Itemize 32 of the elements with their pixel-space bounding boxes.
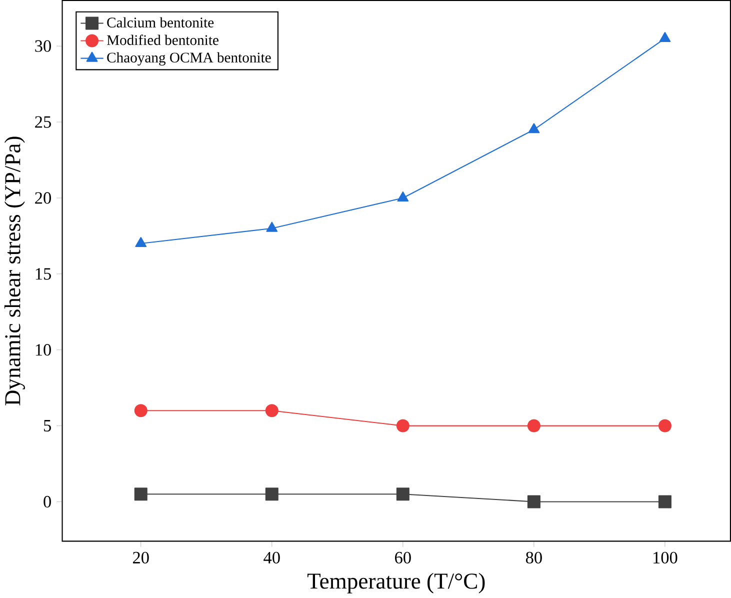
point: [659, 32, 671, 42]
y-tick-label: 10: [36, 344, 51, 356]
x-tick-label: 100: [654, 552, 678, 564]
point: [658, 419, 672, 432]
point: [396, 488, 410, 501]
point: [265, 404, 278, 418]
y-tick-label: 15: [36, 268, 51, 280]
legend-label: Calcium bentonite: [107, 17, 214, 28]
point: [658, 495, 672, 508]
x-tick-label: 80: [526, 552, 542, 564]
point: [528, 123, 540, 134]
x-axis-title: Temperature (T/°C): [307, 572, 485, 594]
point: [265, 488, 278, 501]
y-tick-label: 25: [35, 116, 51, 128]
y-axis-title: Dynamic shear stress (YP/Pa): [4, 136, 25, 406]
point: [266, 222, 278, 232]
x-tick-label: 60: [395, 552, 411, 564]
y-tick-label: 30: [35, 40, 51, 52]
x-tick-label: 20: [132, 552, 149, 564]
y-tick-label: 20: [35, 192, 51, 204]
point: [527, 495, 540, 508]
point: [134, 488, 148, 501]
point: [396, 419, 410, 432]
y-tick-label: 5: [44, 420, 51, 432]
x-tick-label: 40: [264, 552, 280, 564]
y-tick-label: 0: [44, 496, 51, 508]
legend-label: Chaoyang OCMA bentonite: [107, 52, 271, 66]
point: [397, 192, 409, 202]
legend-label: Modified bentonite: [106, 34, 218, 46]
point: [135, 237, 147, 248]
point: [527, 419, 540, 432]
point: [134, 404, 148, 418]
